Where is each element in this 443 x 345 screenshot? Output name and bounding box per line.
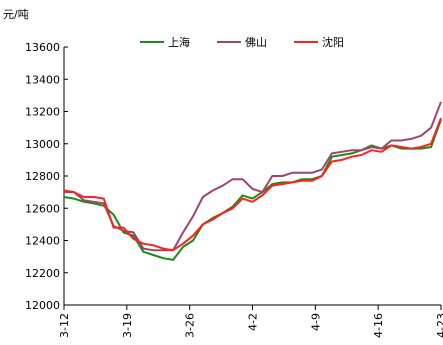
y-tick-label: 13000 (25, 138, 60, 151)
x-tick-label: 4-2 (247, 313, 260, 331)
x-tick-label: 4-23 (435, 313, 443, 338)
legend-label-1: 上海 (168, 35, 190, 49)
y-tick-label: 13400 (25, 73, 60, 86)
x-axis: 3-12 3-19 3-26 4-2 4-9 4-16 4-23 (58, 304, 443, 338)
y-tick-label: 12400 (25, 235, 60, 248)
legend-label-3: 沈阳 (322, 35, 344, 49)
y-tick-label: 13200 (25, 106, 60, 119)
x-tick-label: 3-19 (121, 313, 134, 338)
x-tick-label: 4-9 (309, 313, 322, 331)
x-tick-label: 3-12 (58, 313, 71, 338)
y-unit-label: 元/吨 (3, 8, 29, 21)
legend: 上海 佛山 沈阳 (140, 35, 344, 49)
y-tick-label: 12200 (25, 267, 60, 280)
y-tick-label: 12000 (25, 299, 60, 312)
series-layer (63, 101, 442, 261)
y-tick-label: 12800 (25, 170, 60, 183)
y-tick-label: 13600 (25, 41, 60, 54)
y-axis: 12000 12200 12400 12600 12800 13000 13200 13400… (25, 41, 68, 312)
x-tick-label: 4-16 (372, 313, 385, 338)
x-tick-label: 3-26 (184, 313, 197, 338)
y-tick-label: 12600 (25, 202, 60, 215)
legend-label-2: 佛山 (245, 36, 267, 49)
series-line-3 (63, 117, 442, 252)
